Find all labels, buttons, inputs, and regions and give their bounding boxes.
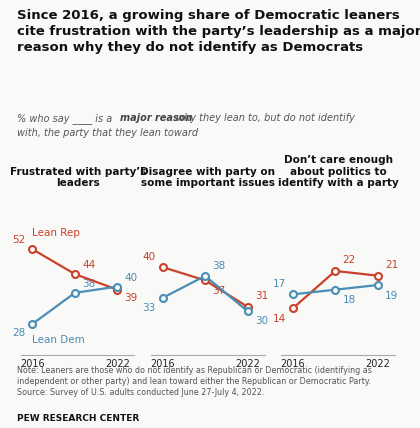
Text: Lean Rep: Lean Rep	[32, 228, 80, 238]
Text: 21: 21	[385, 260, 398, 270]
Text: with, the party that they lean toward: with, the party that they lean toward	[17, 128, 198, 138]
Text: % who say ____ is a: % who say ____ is a	[17, 113, 115, 124]
Text: 30: 30	[255, 316, 268, 327]
Text: 40: 40	[142, 252, 155, 262]
Text: Frustrated with party’s
leaders: Frustrated with party’s leaders	[10, 167, 146, 188]
Text: 22: 22	[342, 256, 356, 265]
Text: major reason: major reason	[120, 113, 193, 123]
Text: why they lean to, but do not identify: why they lean to, but do not identify	[173, 113, 355, 123]
Text: PEW RESEARCH CENTER: PEW RESEARCH CENTER	[17, 414, 139, 423]
Text: 18: 18	[342, 295, 356, 305]
Text: 38: 38	[82, 279, 95, 289]
Text: Lean Dem: Lean Dem	[32, 335, 85, 345]
Text: 37: 37	[212, 285, 226, 296]
Text: 31: 31	[255, 291, 268, 301]
Text: 17: 17	[273, 279, 286, 289]
Text: Since 2016, a growing share of Democratic leaners
cite frustration with the part: Since 2016, a growing share of Democrati…	[17, 9, 420, 54]
Text: 52: 52	[12, 235, 25, 245]
Text: 44: 44	[82, 260, 95, 270]
Text: 28: 28	[12, 328, 25, 338]
Text: Disagree with party on
some important issues: Disagree with party on some important is…	[140, 167, 276, 188]
Text: 14: 14	[273, 314, 286, 324]
Text: Note: Leaners are those who do not identify as Republican or Democratic (identif: Note: Leaners are those who do not ident…	[17, 366, 372, 397]
Text: Don’t care enough
about politics to
identify with a party: Don’t care enough about politics to iden…	[278, 155, 399, 188]
Text: 33: 33	[142, 303, 155, 313]
Text: 39: 39	[124, 294, 138, 303]
Text: 40: 40	[124, 273, 138, 283]
Text: 19: 19	[385, 291, 398, 300]
Text: 38: 38	[212, 261, 226, 270]
